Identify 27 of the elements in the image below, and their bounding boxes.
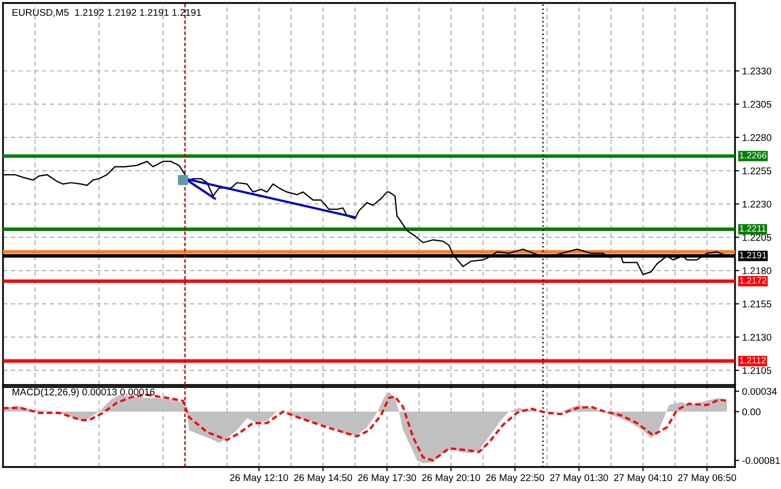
x-tick-label: 27 May 06:50 [678,474,736,484]
y-tick-label: 1.2130 [742,334,772,341]
text: EURUSD,M5 1.2192 1.2192 1.2191 1.2191 [12,8,202,18]
y-tick-label: 1.2280 [742,134,772,142]
y-tick-label: 0.00 [742,408,760,416]
y-tick-label: 1.2180 [742,267,772,274]
ref-line-label: 1.2266 [740,152,766,158]
y-tick-label: 1.2230 [742,200,772,208]
x-tick-label: 26 May 20:10 [422,474,480,484]
y-tick-label: 1.2105 [742,367,772,374]
y-tick-label: 1.2155 [742,300,772,308]
y-tick-label: -0.00081 [742,457,780,464]
y-tick-label: 1.2255 [742,167,772,174]
x-tick-label: 26 May 17:30 [358,474,416,484]
x-tick-label: 26 May 14:50 [294,474,352,484]
ref-line-label: 1.2112 [740,357,766,364]
x-tick-label: 26 May 22:50 [486,474,544,484]
y-tick-label: 0.00034 [742,388,777,395]
y-tick-label: 1.2330 [742,68,772,74]
chart-title: MACD(12,26,9) 0.00013 0.00016 [12,388,155,398]
x-tick-label: 27 May 04:10 [614,474,672,484]
ref-line-label: 1.2172 [740,277,766,284]
x-tick-label: 26 May 12:10 [230,474,288,484]
y-tick-label: 1.2305 [742,100,772,108]
x-tick-label: 27 May 01:30 [550,474,608,484]
ref-line-label: 1.2211 [740,225,766,232]
ref-line-label: 1.2191 [740,252,766,258]
